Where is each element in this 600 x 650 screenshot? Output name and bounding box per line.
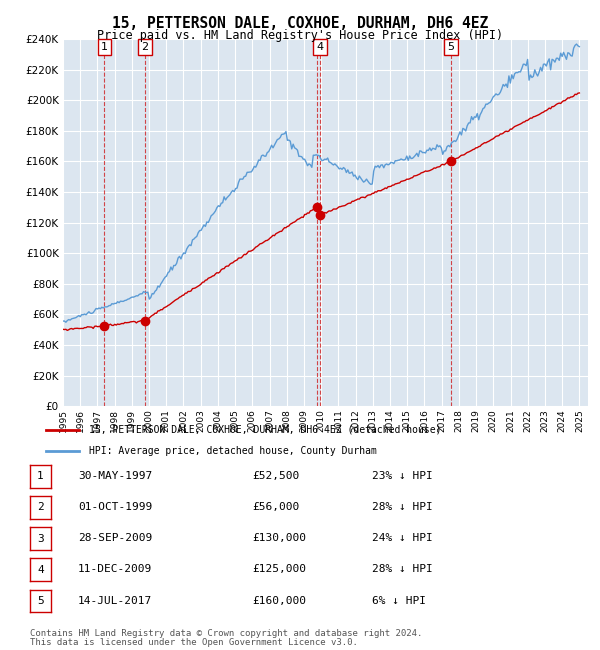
Text: 15, PETTERSON DALE, COXHOE, DURHAM, DH6 4EZ: 15, PETTERSON DALE, COXHOE, DURHAM, DH6 … bbox=[112, 16, 488, 31]
Text: 4: 4 bbox=[317, 42, 324, 52]
Text: £56,000: £56,000 bbox=[252, 502, 299, 512]
Text: £52,500: £52,500 bbox=[252, 471, 299, 481]
Text: Contains HM Land Registry data © Crown copyright and database right 2024.: Contains HM Land Registry data © Crown c… bbox=[30, 629, 422, 638]
Text: 1: 1 bbox=[37, 471, 44, 481]
Text: 2: 2 bbox=[37, 502, 44, 512]
Text: 5: 5 bbox=[448, 42, 454, 52]
Text: Price paid vs. HM Land Registry's House Price Index (HPI): Price paid vs. HM Land Registry's House … bbox=[97, 29, 503, 42]
Text: 5: 5 bbox=[37, 596, 44, 606]
Text: HPI: Average price, detached house, County Durham: HPI: Average price, detached house, Coun… bbox=[89, 446, 377, 456]
Text: 28% ↓ HPI: 28% ↓ HPI bbox=[372, 502, 433, 512]
Text: 6% ↓ HPI: 6% ↓ HPI bbox=[372, 595, 426, 606]
Text: £130,000: £130,000 bbox=[252, 533, 306, 543]
Text: 14-JUL-2017: 14-JUL-2017 bbox=[78, 595, 152, 606]
Text: 23% ↓ HPI: 23% ↓ HPI bbox=[372, 471, 433, 481]
Text: 24% ↓ HPI: 24% ↓ HPI bbox=[372, 533, 433, 543]
Text: 2: 2 bbox=[141, 42, 148, 52]
Text: £125,000: £125,000 bbox=[252, 564, 306, 575]
Text: £160,000: £160,000 bbox=[252, 595, 306, 606]
Text: 01-OCT-1999: 01-OCT-1999 bbox=[78, 502, 152, 512]
Text: 28-SEP-2009: 28-SEP-2009 bbox=[78, 533, 152, 543]
Text: 11-DEC-2009: 11-DEC-2009 bbox=[78, 564, 152, 575]
Text: 28% ↓ HPI: 28% ↓ HPI bbox=[372, 564, 433, 575]
Text: 30-MAY-1997: 30-MAY-1997 bbox=[78, 471, 152, 481]
Text: 4: 4 bbox=[37, 565, 44, 575]
Text: 1: 1 bbox=[101, 42, 108, 52]
Text: 15, PETTERSON DALE, COXHOE, DURHAM, DH6 4EZ (detached house): 15, PETTERSON DALE, COXHOE, DURHAM, DH6 … bbox=[89, 424, 442, 435]
Text: This data is licensed under the Open Government Licence v3.0.: This data is licensed under the Open Gov… bbox=[30, 638, 358, 647]
Text: 3: 3 bbox=[37, 534, 44, 543]
